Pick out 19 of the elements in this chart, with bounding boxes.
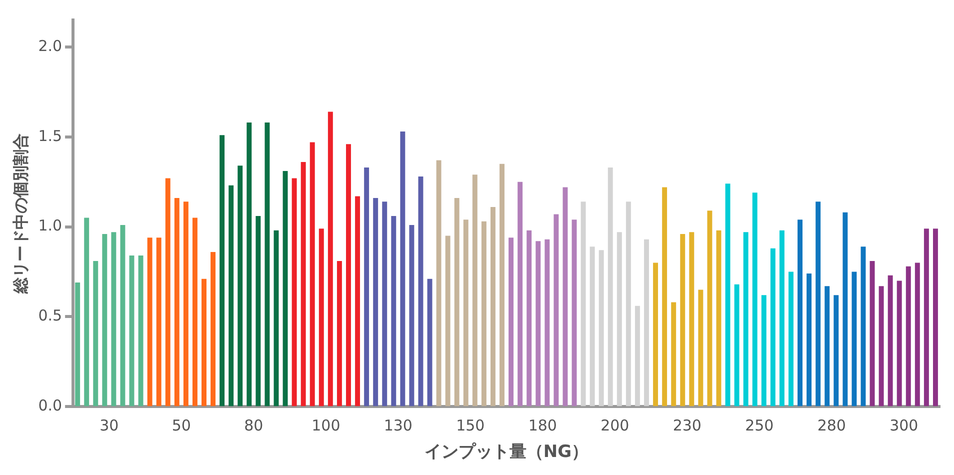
x-tick-label: 230 [672,416,702,434]
x-tick-label: 250 [745,416,774,434]
x-tick-label: 300 [890,416,918,434]
x-tick-label: 80 [244,416,264,434]
x-axis-title: インプット量（NG） [424,442,589,462]
y-tick-label: 1.5 [38,126,62,145]
x-tick-label: 150 [456,416,485,434]
y-tick-label: 0.0 [38,396,62,414]
y-tick-label: 2.0 [38,36,62,55]
x-tick-label: 30 [100,416,119,434]
y-axis-title: 総リード中の個別割合 [10,133,30,294]
x-tick-label: 50 [172,416,191,434]
y-tick-label: 0.5 [38,306,62,325]
x-tick-label: 100 [312,416,340,434]
x-tick-label: 180 [528,416,557,434]
x-tick-label: 130 [384,416,412,434]
x-tick-label: 280 [817,416,846,434]
x-tick-label: 200 [600,416,630,434]
y-tick-label: 1.0 [38,216,62,235]
